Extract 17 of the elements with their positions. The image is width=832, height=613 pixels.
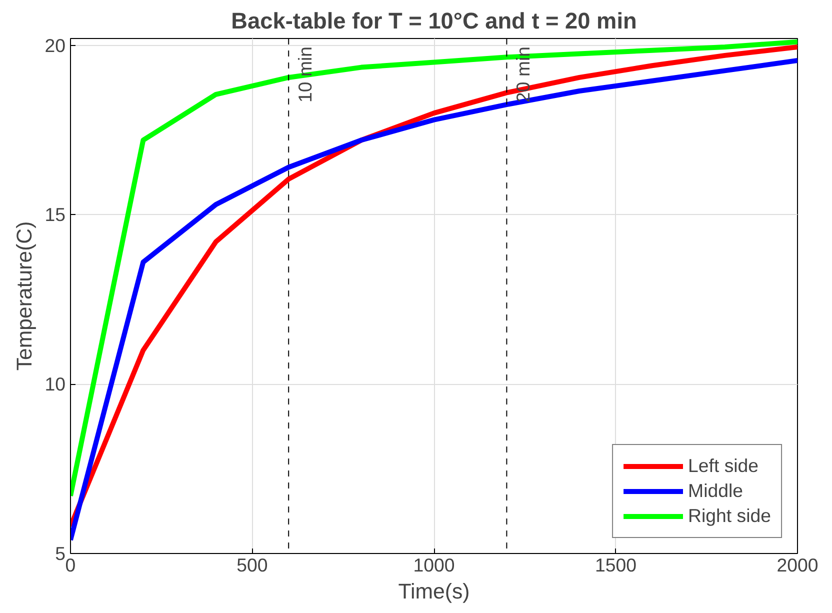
chart-title: Back-table for T = 10°C and t = 20 min [231, 8, 637, 34]
ref-line-label: 10 min [294, 46, 316, 102]
legend-label: Middle [688, 480, 743, 502]
ref-line-label: 20 min [512, 46, 534, 102]
y-tick-label: 10 [44, 374, 66, 395]
legend-label: Left side [688, 455, 759, 477]
x-tick-label: 500 [236, 554, 268, 576]
x-tick-label: 0 [65, 554, 76, 576]
x-tick-label: 1000 [413, 554, 455, 576]
y-tick-label: 15 [44, 204, 66, 226]
x-axis-title: Time(s) [398, 580, 470, 604]
y-axis-title: Temperature(C) [12, 221, 37, 371]
y-tick-label: 5 [55, 543, 66, 564]
x-tick-label: 2000 [776, 554, 818, 576]
x-tick-label: 1500 [595, 554, 637, 576]
legend-label: Right side [688, 505, 771, 527]
y-tick-label: 20 [44, 34, 66, 56]
